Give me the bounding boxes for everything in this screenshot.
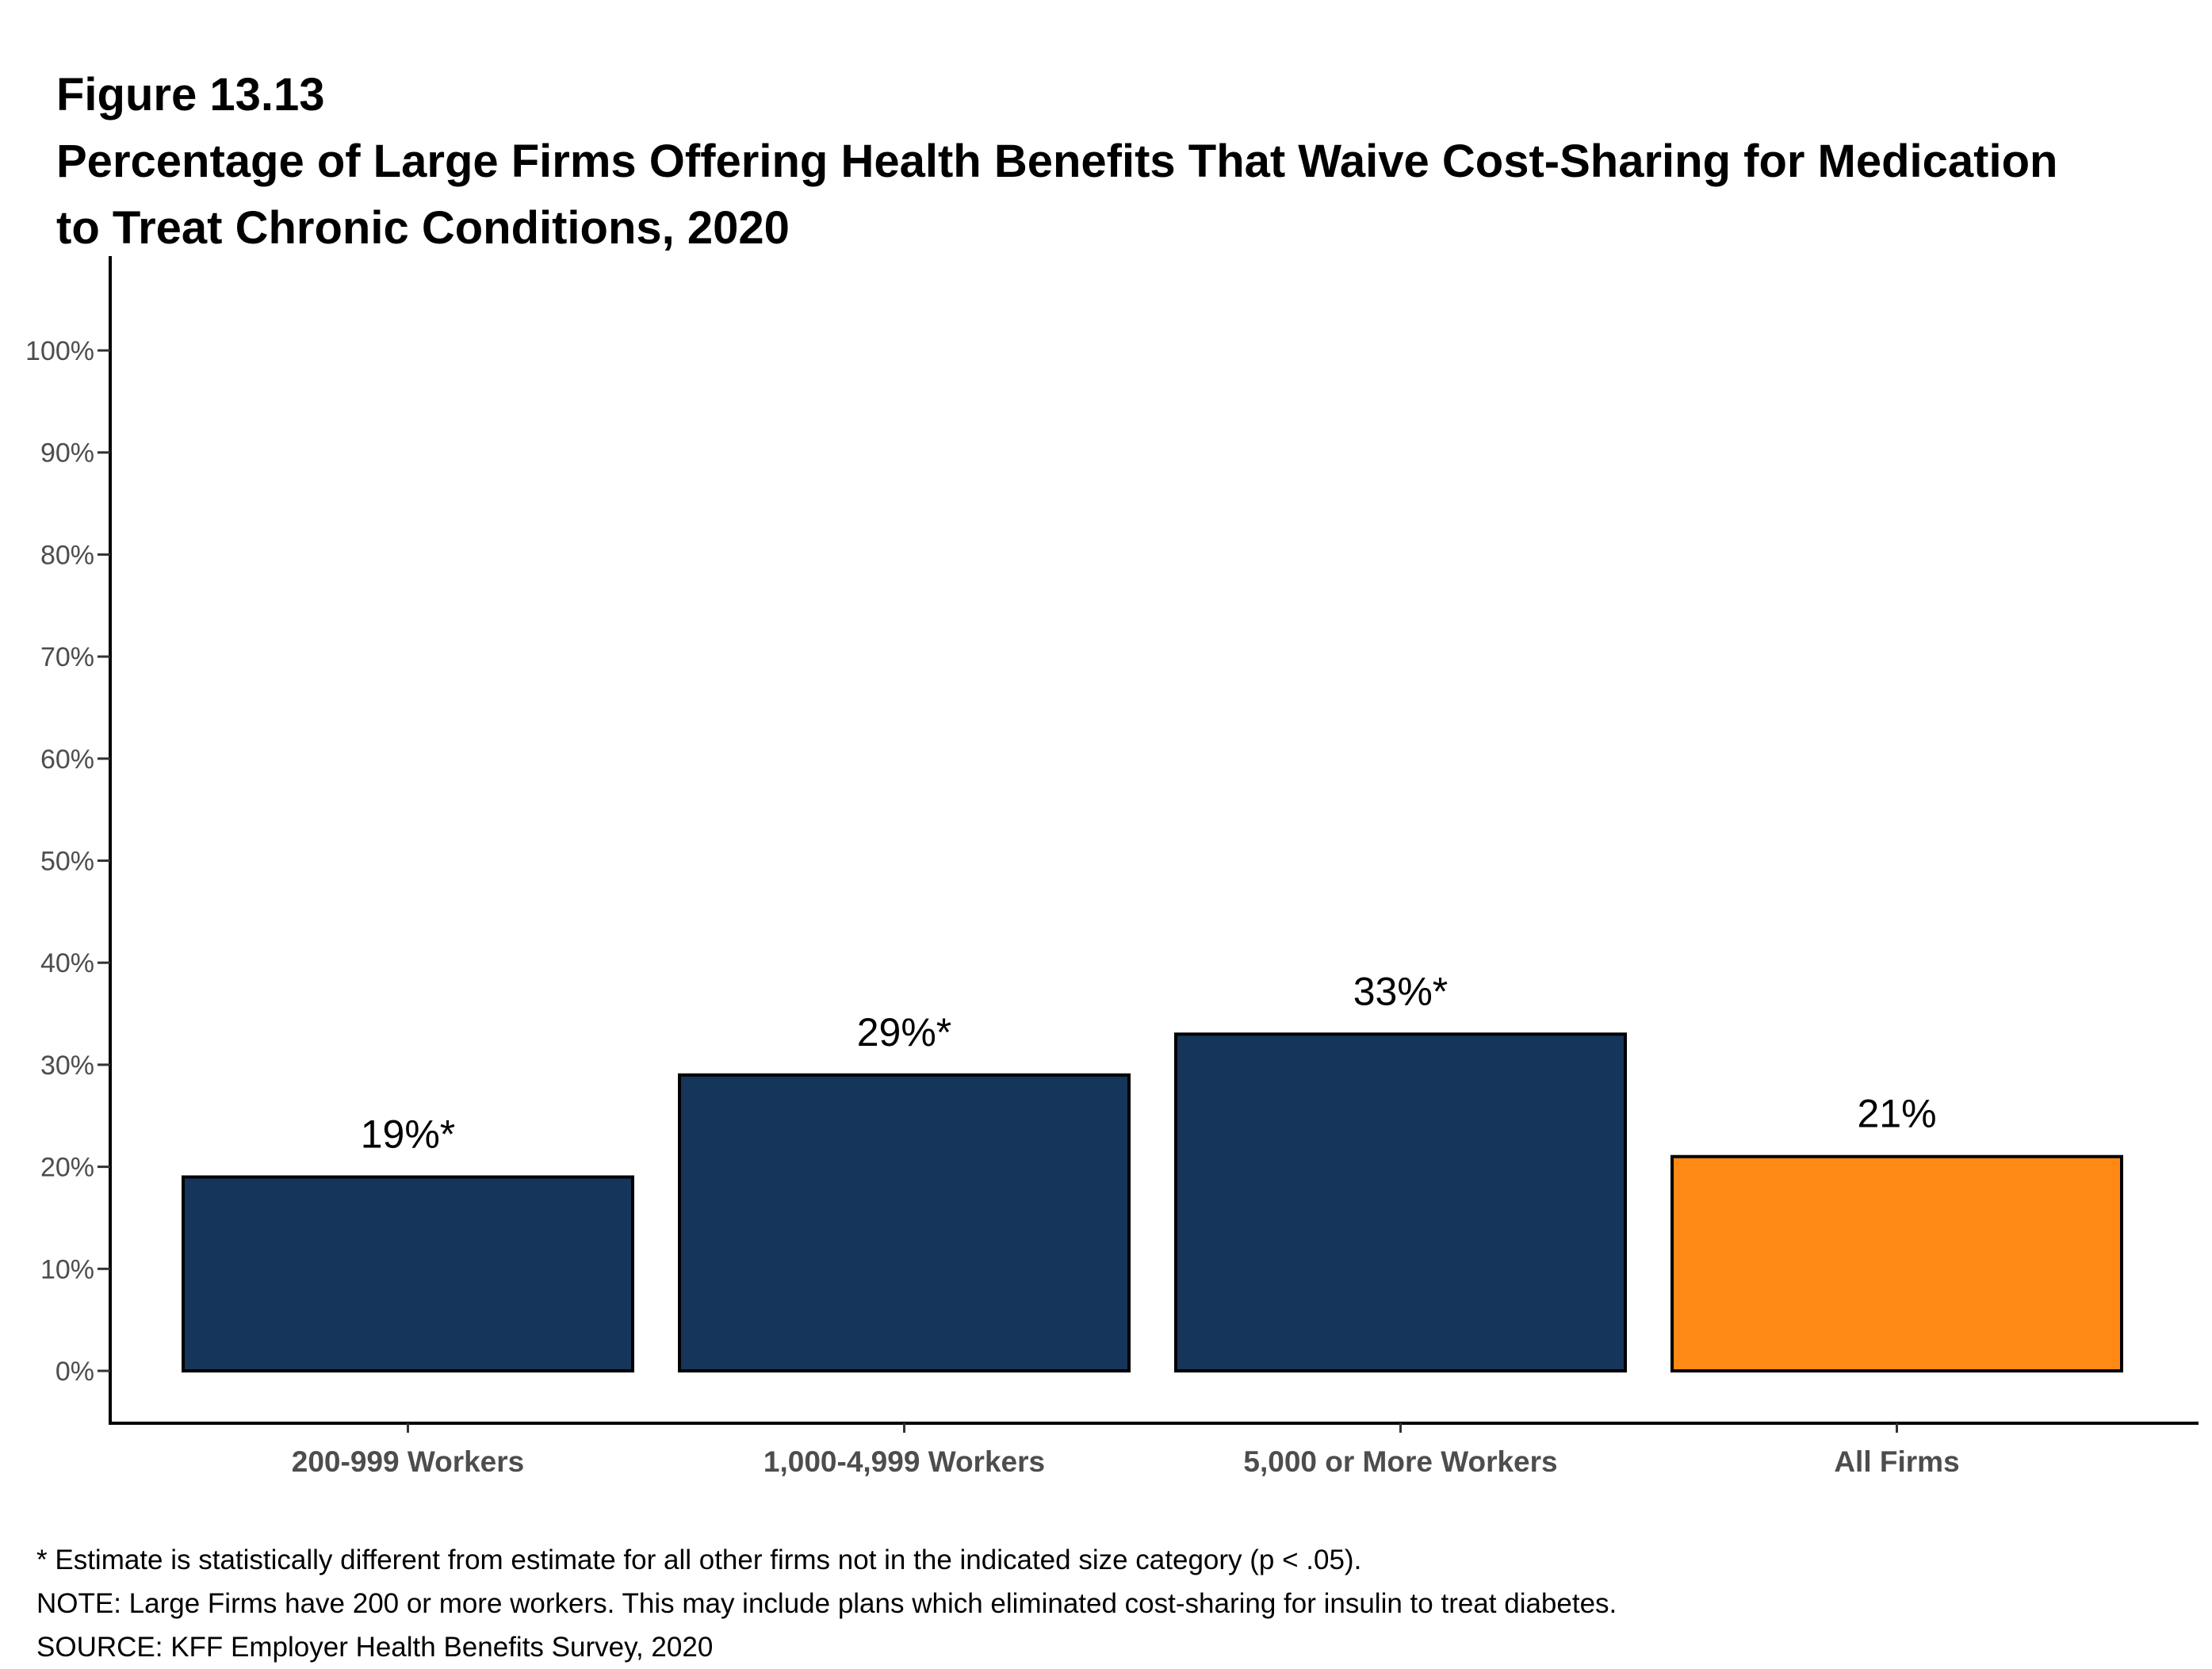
y-tick-label: 100% [25, 336, 94, 366]
y-tick-label: 0% [55, 1357, 94, 1387]
bar [1670, 1154, 2123, 1372]
y-axis: 0% 10% 20% 30% 40% 50% 60% 70% 80% 90% 100% [25, 256, 112, 1425]
bar [182, 1175, 634, 1372]
x-tick-label: 5,000 or More Workers [1243, 1445, 1557, 1478]
bar [1174, 1032, 1627, 1373]
bar-data-label: 29%* [857, 1010, 952, 1055]
y-tick-label: 60% [40, 745, 94, 775]
bar-data-label: 21% [1857, 1092, 1936, 1136]
significance-note: * Estimate is statistically different fr… [36, 1545, 1362, 1575]
figure-title-block: Figure 13.13 Percentage of Large Firms O… [56, 62, 2057, 262]
y-tick-label: 30% [40, 1051, 94, 1081]
y-tick-label: 20% [40, 1153, 94, 1183]
y-tick-label: 70% [40, 642, 94, 672]
footnotes: * Estimate is statistically different fr… [36, 1538, 1617, 1669]
figure-label: Figure 13.13 [56, 69, 325, 121]
x-tick-label: All Firms [1834, 1445, 1959, 1478]
large-firms-note: NOTE: Large Firms have 200 or more worke… [36, 1588, 1617, 1619]
bar-data-label: 33%* [1353, 969, 1449, 1013]
figure-title-line-2: to Treat Chronic Conditions, 2020 [56, 202, 790, 254]
x-tick-label: 200-999 Workers [292, 1445, 524, 1478]
bar-data-label: 19%* [361, 1112, 456, 1156]
y-tick-label: 90% [40, 438, 94, 469]
y-tick-label: 50% [40, 847, 94, 877]
bars: 19%* 29%* 33%* 21% [182, 969, 2123, 1373]
y-tick-label: 80% [40, 540, 94, 570]
source-note: SOURCE: KFF Employer Health Benefits Sur… [36, 1632, 714, 1663]
y-tick-label: 10% [40, 1254, 94, 1284]
x-tick-label: 1,000-4,999 Workers [763, 1445, 1045, 1478]
bar [678, 1073, 1131, 1373]
x-axis: 200-999 Workers 1,000-4,999 Workers 5,000 … [109, 1422, 2199, 1478]
y-tick-label: 40% [40, 948, 94, 978]
figure-title-line-1: Percentage of Large Firms Offering Healt… [56, 136, 2058, 187]
